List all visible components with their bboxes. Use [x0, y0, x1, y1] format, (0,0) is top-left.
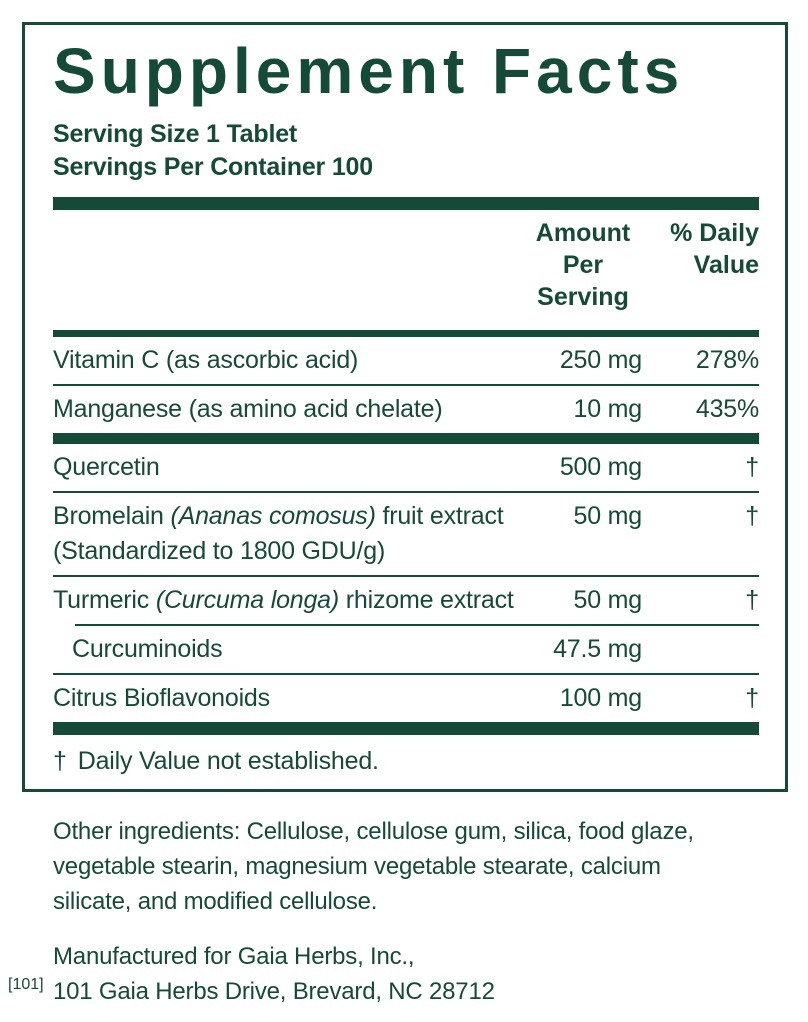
ingredient-name-line: Turmeric (Curcuma longa) rhizome extract: [53, 586, 514, 614]
ingredient-name-segment: Citrus Bioflavonoids: [53, 684, 270, 712]
ingredient-name-line: Manganese (as amino acid chelate): [53, 395, 443, 423]
daily-value: 435%: [695, 395, 759, 423]
dagger-symbol: †: [53, 747, 67, 775]
amount-value: 500 mg: [559, 453, 642, 481]
serving-size-text: Serving Size 1 Tablet: [53, 120, 298, 148]
divider-under-headers: [53, 330, 759, 337]
row-divider-indented: [75, 624, 759, 626]
amount-header-line2: Per Serving: [537, 251, 629, 311]
column-headers-row: Amount Per Serving % Daily Value: [53, 217, 759, 322]
ingredient-name-segment: Bromelain: [53, 502, 171, 530]
panel-title: Supplement Facts: [53, 35, 685, 107]
below-panel-text: Other ingredients: Cellulose, cellulose …: [53, 814, 753, 1009]
thick-divider-mid: [53, 433, 759, 444]
amount-value: 50 mg: [573, 586, 643, 614]
other-ingredients-paragraph: Other ingredients: Cellulose, cellulose …: [53, 814, 753, 919]
table-row: Turmeric (Curcuma longa) rhizome extract…: [53, 577, 759, 624]
thick-divider-bottom: [53, 722, 759, 735]
amount-value: 250 mg: [559, 346, 642, 374]
daily-value-header-line2: Value: [693, 251, 759, 279]
ingredient-name-segment: Vitamin C (as ascorbic acid): [53, 346, 359, 374]
ingredient-name: Manganese (as amino acid chelate): [53, 395, 524, 423]
ingredient-name: Quercetin: [53, 453, 524, 481]
footnote: † Daily Value not established.: [53, 735, 759, 789]
ingredient-name-segment: Manganese (as amino acid chelate): [53, 395, 443, 423]
ingredient-name-segment: Turmeric: [53, 586, 156, 614]
table-row: Vitamin C (as ascorbic acid) 250 mg 278%: [53, 337, 759, 384]
ingredient-rows: Vitamin C (as ascorbic acid) 250 mg 278% Ma…: [53, 337, 759, 722]
manufacturer-line: 101 Gaia Herbs Drive, Brevard, NC 28712: [53, 978, 495, 1005]
daily-value: [642, 635, 759, 663]
ingredient-name: Vitamin C (as ascorbic acid): [53, 346, 524, 374]
table-row: Curcuminoids 47.5 mg: [53, 626, 759, 673]
daily-value: †: [745, 453, 759, 481]
ingredient-name: Citrus Bioflavonoids: [53, 684, 524, 712]
row-divider: [53, 673, 759, 675]
daily-value-header-line1: % Daily: [670, 219, 759, 247]
table-row: Quercetin 500 mg †: [53, 444, 759, 491]
ingredient-name-line: Curcuminoids: [72, 635, 223, 663]
ingredient-name-segment: Curcuminoids: [72, 635, 223, 663]
manufacturer-line: Manufactured for Gaia Herbs, Inc.,: [53, 943, 415, 970]
manufacturer-paragraph: Manufactured for Gaia Herbs, Inc., 101 Ga…: [53, 939, 753, 1009]
other-ingredients-line: silicate, and modified cellulose.: [53, 888, 378, 915]
supplement-label-page: Supplement Facts Serving Size 1 Tablet S…: [0, 22, 808, 1022]
daily-value: †: [745, 586, 759, 614]
amount-value: 47.5 mg: [553, 635, 642, 663]
ingredient-name-line: Vitamin C (as ascorbic acid): [53, 346, 358, 374]
ingredient-name-segment: fruit extract: [375, 502, 504, 530]
table-row: Citrus Bioflavonoids 100 mg †: [53, 675, 759, 722]
footnote-text: Daily Value not established.: [77, 747, 379, 775]
ingredient-name: Turmeric (Curcuma longa) rhizome extract: [53, 586, 524, 614]
daily-value-column-header: % Daily Value: [642, 217, 759, 313]
table-row: Manganese (as amino acid chelate) 10 mg 43…: [53, 386, 759, 433]
ingredient-name-line: Bromelain (Ananas comosus) fruit extract: [53, 502, 504, 530]
row-divider: [53, 384, 759, 386]
servings-per-container-text: Servings Per Container 100: [53, 153, 373, 181]
ingredient-name: Curcuminoids: [53, 635, 524, 663]
supplement-facts-panel: Supplement Facts Serving Size 1 Tablet S…: [22, 22, 788, 792]
other-ingredients-line: Other ingredients: Cellulose, cellulose …: [53, 818, 694, 845]
ingredient-name-segment: rhizome extract: [339, 586, 514, 614]
ingredient-note: (Standardized to 1800 GDU/g): [53, 537, 386, 565]
thick-divider-top: [53, 197, 759, 210]
amount-value: 100 mg: [559, 684, 642, 712]
ingredient-name-segment: Quercetin: [53, 453, 160, 481]
daily-value: †: [745, 502, 759, 530]
ingredient-name-line: Quercetin: [53, 453, 160, 481]
amount-header-line1: Amount: [535, 219, 631, 247]
ingredient-name-line: Citrus Bioflavonoids: [53, 684, 270, 712]
ingredient-name-latin: (Ananas comosus): [170, 502, 376, 530]
row-divider: [53, 491, 759, 493]
amount-value: 10 mg: [573, 395, 643, 423]
amount-value: 50 mg: [573, 502, 643, 530]
amount-column-header: Amount Per Serving: [524, 217, 642, 313]
row-divider: [53, 575, 759, 577]
daily-value: 278%: [695, 346, 759, 374]
corner-mark: [101]: [8, 976, 44, 993]
table-row: Bromelain (Ananas comosus) fruit extract…: [53, 493, 759, 575]
ingredient-name: Bromelain (Ananas comosus) fruit extract…: [53, 502, 524, 565]
other-ingredients-line: vegetable stearin, magnesium vegetable s…: [53, 853, 661, 880]
column-header-spacer: [53, 217, 524, 313]
daily-value: †: [745, 684, 759, 712]
ingredient-name-latin: (Curcuma longa): [155, 586, 340, 614]
